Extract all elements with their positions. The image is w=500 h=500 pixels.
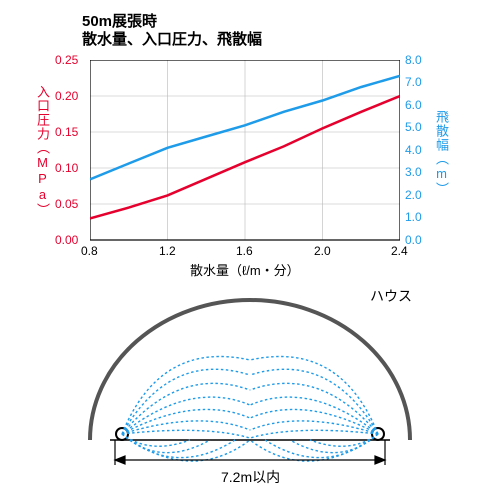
yl-tick-4: 0.20 [55, 89, 78, 103]
yr-tick-7: 7.0 [405, 75, 422, 89]
line-chart [90, 60, 400, 250]
yr-tick-3: 3.0 [405, 165, 422, 179]
x-tick-2: 1.6 [236, 244, 253, 258]
x-axis-label: 散水量（ℓ/m・分） [190, 260, 300, 279]
x-tick-4: 2.4 [391, 244, 408, 258]
yr-tick-8: 8.0 [405, 53, 422, 67]
yr-tick-6: 6.0 [405, 98, 422, 112]
x-tick-1: 1.2 [159, 244, 176, 258]
yl-tick-0: 0.00 [55, 233, 78, 247]
yr-tick-4: 4.0 [405, 143, 422, 157]
x-tick-0: 0.8 [81, 244, 98, 258]
house-label: ハウス [370, 286, 412, 306]
title-line2: 散水量、入口圧力、飛散幅 [82, 28, 262, 49]
y-right-label: 飛散幅（m） [432, 110, 451, 196]
y-left-label: 入口圧力（MPa） [33, 85, 52, 217]
yr-tick-1: 1.0 [405, 210, 422, 224]
yr-tick-5: 5.0 [405, 120, 422, 134]
yr-tick-2: 2.0 [405, 188, 422, 202]
width-label: 7.2m以内 [218, 467, 283, 487]
spray-diagram [60, 290, 440, 490]
yl-tick-3: 0.15 [55, 125, 78, 139]
yl-tick-5: 0.25 [55, 53, 78, 67]
yl-tick-1: 0.05 [55, 197, 78, 211]
yl-tick-2: 0.10 [55, 161, 78, 175]
x-tick-3: 2.0 [314, 244, 331, 258]
